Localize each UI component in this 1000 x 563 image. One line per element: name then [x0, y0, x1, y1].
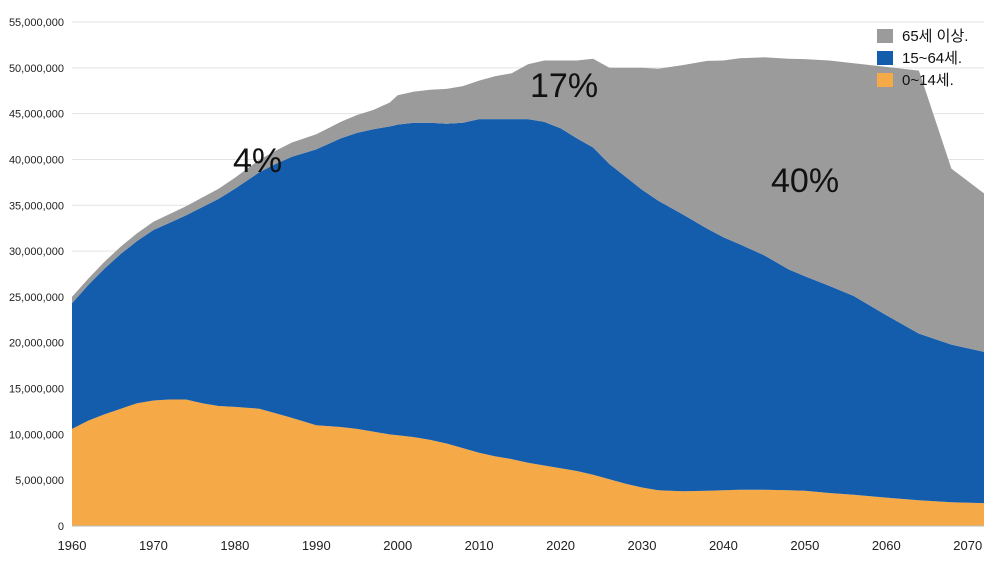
y-tick-label: 45,000,000 [9, 109, 64, 121]
y-tick-label: 5,000,000 [15, 475, 64, 487]
y-tick-label: 35,000,000 [9, 200, 64, 212]
x-tick-label: 1960 [58, 538, 87, 553]
legend: 65세 이상. 15~64세. 0~14세. [877, 28, 968, 89]
annotation-2020-share: 17% [530, 67, 598, 105]
x-tick-label: 1980 [220, 538, 249, 553]
x-tick-label: 2010 [465, 538, 494, 553]
x-tick-label: 1990 [302, 538, 331, 553]
y-tick-label: 0 [58, 521, 64, 533]
x-tick-label: 2020 [546, 538, 575, 553]
area-series-2 [72, 57, 984, 352]
y-tick-label: 40,000,000 [9, 154, 64, 166]
y-tick-label: 25,000,000 [9, 292, 64, 304]
x-tick-label: 2050 [790, 538, 819, 553]
x-tick-label: 2030 [628, 538, 657, 553]
annotation-1960s-share: 4% [233, 142, 282, 180]
area-series-1 [72, 119, 984, 504]
y-tick-label: 15,000,000 [9, 384, 64, 396]
stacked-areas [72, 57, 984, 526]
legend-swatch-15-64 [877, 51, 893, 65]
y-tick-label: 50,000,000 [9, 63, 64, 75]
y-tick-label: 30,000,000 [9, 246, 64, 258]
annotation-2050-share: 40% [771, 162, 839, 200]
y-tick-label: 10,000,000 [9, 429, 64, 441]
x-tick-label: 2060 [872, 538, 901, 553]
x-tick-label: 1970 [139, 538, 168, 553]
annotations: 4% 17% 40% [233, 67, 839, 200]
area-series-0 [72, 399, 984, 526]
x-tick-label: 2040 [709, 538, 738, 553]
legend-swatch-65plus [877, 29, 893, 43]
legend-label-65plus: 65세 이상. [902, 28, 968, 45]
x-tick-label: 2070 [953, 538, 982, 553]
x-tick-label: 2000 [383, 538, 412, 553]
legend-label-15-64: 15~64세. [902, 50, 962, 67]
y-tick-label: 20,000,000 [9, 338, 64, 350]
legend-label-0-14: 0~14세. [902, 72, 954, 89]
legend-swatch-0-14 [877, 73, 893, 87]
y-tick-label: 55,000,000 [9, 17, 64, 29]
axes: 0 5,000,000 10,000,000 15,000,000 20,000,000… [9, 17, 984, 553]
